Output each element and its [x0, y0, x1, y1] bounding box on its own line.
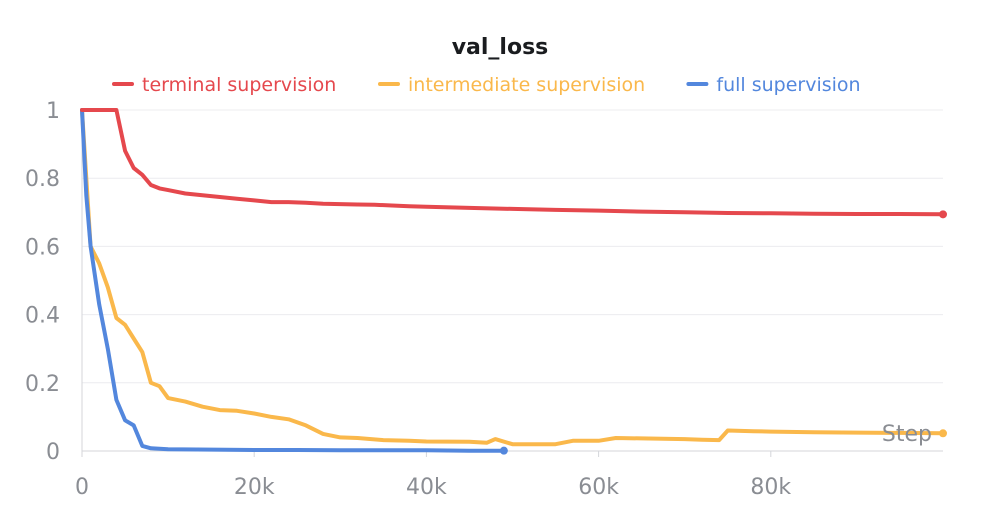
x-tick-label: 0	[75, 475, 89, 500]
y-tick-label: 0.6	[25, 235, 60, 260]
legend-label: full supervision	[716, 74, 860, 96]
legend-item-full-supervision[interactable]: full supervision	[686, 74, 861, 96]
series-line-intermediate-supervision[interactable]	[80, 108, 945, 447]
legend-label: terminal supervision	[142, 74, 336, 96]
x-tick-label: 20k	[234, 475, 275, 500]
y-tick-label: 0.2	[25, 372, 60, 397]
y-tick-label: 0	[46, 440, 60, 465]
axes: 0 0.2 0.4 0.6 0.8 1 0 20k 40k 60k 80k	[25, 99, 943, 500]
series-end-marker	[939, 210, 947, 219]
y-tick-label: 0.8	[25, 167, 60, 192]
series-end-marker	[939, 429, 947, 438]
series-line-full-supervision[interactable]	[80, 108, 506, 453]
legend: terminal supervision intermediate supervi…	[112, 74, 861, 96]
x-tick-label: 80k	[750, 475, 791, 500]
y-tick-label: 0.4	[25, 304, 60, 329]
x-tick-label: 60k	[578, 475, 619, 500]
series-line-terminal-supervision[interactable]	[80, 108, 945, 217]
gridlines	[82, 109, 943, 452]
series-lines	[80, 108, 947, 455]
y-tick-label: 1	[46, 99, 60, 124]
chart-title: val_loss	[452, 35, 549, 60]
legend-item-intermediate-supervision[interactable]: intermediate supervision	[378, 74, 645, 96]
x-tick-label: 40k	[406, 475, 447, 500]
x-axis-label: Step	[882, 422, 932, 447]
legend-label: intermediate supervision	[408, 74, 645, 96]
legend-item-terminal-supervision[interactable]: terminal supervision	[112, 74, 336, 96]
series-end-marker	[499, 446, 508, 455]
